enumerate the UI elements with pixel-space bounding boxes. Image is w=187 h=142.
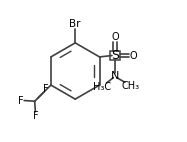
Text: CH₃: CH₃ — [121, 81, 140, 91]
Bar — [110, 51, 120, 60]
Text: F: F — [33, 111, 38, 121]
Text: H₃C: H₃C — [93, 82, 111, 92]
Text: N: N — [111, 71, 119, 81]
Text: F: F — [18, 96, 24, 106]
Text: S: S — [111, 49, 119, 62]
Text: O: O — [130, 51, 138, 60]
Text: Br: Br — [70, 19, 81, 29]
Text: O: O — [111, 32, 119, 42]
Text: F: F — [43, 84, 49, 94]
